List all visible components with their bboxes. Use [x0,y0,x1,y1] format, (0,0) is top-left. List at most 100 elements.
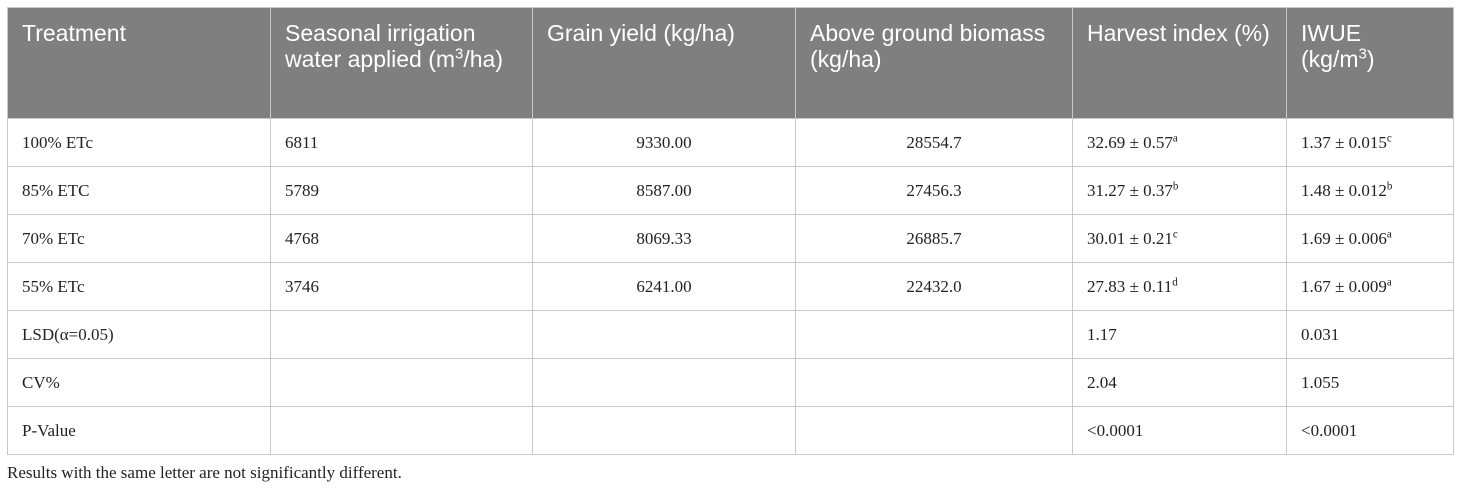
table-cell: 30.01 ± 0.21c [1072,214,1287,263]
cell-text: 31.27 ± 0.37 [1087,180,1173,200]
cell-text: 32.69 ± 0.57 [1087,132,1173,152]
table-row: 70% ETc 4768 8069.33 26885.7 30.01 ± 0.21c 1.… [7,214,1454,263]
table-cell: LSD(α=0.05) [7,310,271,359]
table-cell: 70% ETc [7,214,271,263]
table-cell [270,358,533,407]
header-text: Above ground biomass (kg/ha) [810,20,1046,72]
header-text: Seasonal irrigation water applied (m [285,20,476,72]
table-cell [532,406,796,455]
header-row: Treatment Seasonal irrigation water appli… [7,7,1454,119]
header-text: Treatment [22,20,126,46]
header-cell: IWUE (kg/m3) [1286,7,1454,119]
table-cell: 9330.00 [532,118,796,167]
table-cell [795,358,1073,407]
header-cell: Seasonal irrigation water applied (m3/ha… [270,7,533,119]
table-cell: 28554.7 [795,118,1073,167]
cell-text: 1.055 [1301,372,1340,392]
cell-text: <0.0001 [1087,420,1144,440]
cell-text: 27456.3 [906,180,962,200]
cell-text: 8069.33 [636,228,692,248]
table-cell: 1.17 [1072,310,1287,359]
table-cell [795,406,1073,455]
table-cell: 8069.33 [532,214,796,263]
table-cell: 55% ETc [7,262,271,311]
footnote: Results with the same letter are not sig… [7,463,402,482]
header-cell: Treatment [7,7,271,119]
cell-text: <0.0001 [1301,420,1358,440]
superscript: 3 [455,45,464,63]
cell-text: 1.17 [1087,324,1117,344]
header-cell: Grain yield (kg/ha) [532,7,796,119]
table-cell [532,358,796,407]
cell-text: 9330.00 [636,132,692,152]
cell-text: 1.69 ± 0.006 [1301,228,1387,248]
cell-text: 4768 [285,228,319,248]
table-row: 100% ETc 6811 9330.00 28554.7 32.69 ± 0.57a 1… [7,118,1454,167]
table-cell [532,310,796,359]
table-cell: 0.031 [1286,310,1454,359]
cell-text: 100% ETc [22,132,94,152]
header-text: IWUE (kg/m [1301,20,1362,72]
significance-letter: a [1386,275,1392,288]
cell-text: 3746 [285,276,319,296]
cell-text: 28554.7 [906,132,962,152]
cell-text: 22432.0 [906,276,962,296]
cell-text: 1.48 ± 0.012 [1301,180,1387,200]
cell-text: 85% ETC [22,180,90,200]
table-cell: 1.67 ± 0.009a [1286,262,1454,311]
cell-text: 8587.00 [636,180,692,200]
cell-text: 27.83 ± 0.11 [1087,276,1173,296]
significance-letter: a [1172,131,1178,144]
cell-text: 30.01 ± 0.21 [1087,228,1173,248]
table-body: 100% ETc 6811 9330.00 28554.7 32.69 ± 0.57a 1… [7,118,1454,455]
significance-letter: b [1386,179,1393,192]
table-cell [795,310,1073,359]
table-cell: 1.37 ± 0.015c [1286,118,1454,167]
table-row: 55% ETc 3746 6241.00 22432.0 27.83 ± 0.11d 1.… [7,262,1454,311]
cell-text: 55% ETc [22,276,85,296]
table-cell: 22432.0 [795,262,1073,311]
table-cell: <0.0001 [1072,406,1287,455]
cell-text: CV% [22,372,60,392]
table-cell: CV% [7,358,271,407]
table-cell [270,310,533,359]
cell-text: 6811 [285,132,319,152]
table-cell: 8587.00 [532,166,796,215]
table-cell: 5789 [270,166,533,215]
table-row: P-Value <0.0001 <0.0001 [7,406,1454,455]
header-text: Grain yield (kg/ha) [547,20,735,46]
cell-text: P-Value [22,420,76,440]
cell-text: 26885.7 [906,228,962,248]
table-cell [270,406,533,455]
cell-text: 70% ETc [22,228,85,248]
significance-letter: d [1172,275,1178,288]
cell-text: 2.04 [1087,372,1117,392]
table-cell: 31.27 ± 0.37b [1072,166,1287,215]
table-cell: 32.69 ± 0.57a [1072,118,1287,167]
cell-text: 1.67 ± 0.009 [1301,276,1387,296]
table-cell: P-Value [7,406,271,455]
cell-text: 5789 [285,180,319,200]
superscript: 3 [1358,45,1367,63]
table-cell: 6241.00 [532,262,796,311]
header-cell: Harvest index (%) [1072,7,1287,119]
cell-text: 0.031 [1301,324,1340,344]
table-cell: 26885.7 [795,214,1073,263]
table-cell: 3746 [270,262,533,311]
table-cell: 100% ETc [7,118,271,167]
table-cell: 1.48 ± 0.012b [1286,166,1454,215]
table-cell: 1.69 ± 0.006a [1286,214,1454,263]
header-text: /ha) [463,46,503,72]
table-cell: 27.83 ± 0.11d [1072,262,1287,311]
significance-letter: c [1172,227,1178,240]
header-text: Harvest index (%) [1087,20,1270,46]
table-cell: 6811 [270,118,533,167]
data-table: Treatment Seasonal irrigation water appli… [7,7,1454,455]
cell-text: LSD(α=0.05) [22,324,114,344]
table-cell: 4768 [270,214,533,263]
table-cell: <0.0001 [1286,406,1454,455]
table-row: LSD(α=0.05) 1.17 0.031 [7,310,1454,359]
header-text: ) [1366,46,1375,72]
header-cell: Above ground biomass (kg/ha) [795,7,1073,119]
